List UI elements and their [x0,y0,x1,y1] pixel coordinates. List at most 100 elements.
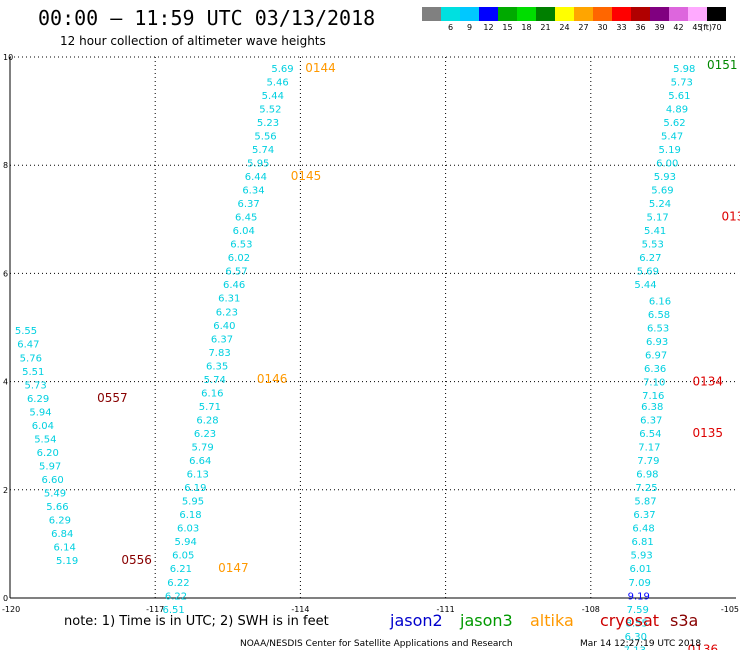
wave-height-value: 5.74 [252,145,274,156]
wave-height-value: 6.37 [211,334,233,345]
wave-height-value: 6.03 [177,524,199,535]
wave-height-value: 5.44 [262,91,284,102]
y-tick-label: 10 [3,53,13,62]
pass-time-label: 0144 [305,61,336,75]
mission-label-jason3: jason3 [459,611,513,630]
wave-height-value: 5.47 [661,131,683,142]
wave-height-value: 6.54 [639,429,661,440]
wave-height-value: 6.14 [54,543,76,554]
colorbar-tick-label: 39 [654,23,664,32]
wave-height-value: 6.19 [184,483,206,494]
colorbar-legend: 6 9 12 15 18 21 24 27 30 33 36 39 42 45 70 [422,7,726,32]
y-tick-label: 6 [3,269,8,278]
x-tick-label: -120 [2,605,20,614]
wave-height-value: 5.23 [257,118,279,129]
wave-height-value: 5.93 [654,172,676,183]
colorbar-tick-label: 33 [616,23,626,32]
footer-timestamp: Mar 14 12:27:19 UTC 2018 [580,639,701,649]
wave-height-value: 5.19 [56,556,78,567]
wave-height-value: 5.44 [634,280,656,291]
wave-height-value: 6.22 [165,591,187,602]
colorbar-swatch [479,7,498,21]
y-tick-label: 2 [3,486,8,495]
wave-height-value: 6.60 [41,475,63,486]
mission-label-altika: altika [530,611,574,630]
wave-height-value: 5.17 [646,213,668,224]
wave-height-value: 6.38 [641,402,663,413]
wave-height-value: 9.19 [628,591,650,602]
wave-height-value: 5.93 [630,551,652,562]
y-tick-label: 8 [3,161,8,170]
wave-height-values: 5.69 5.46 5.44 5.52 5.23 5.56 5.74 5.95 6.44 6.34… [15,64,696,650]
axis-ticks: -120 -117 -114 -111 -108 -105 0 2 4 6 8 10 [2,53,739,614]
wave-height-value: 6.37 [237,199,259,210]
pass-time-labels: 0144 0145 0146 0147 0557 0556 0134 0134 0135 0136… [97,58,740,650]
wave-height-value: 5.53 [642,240,664,251]
colorbar-swatch [669,7,688,21]
wave-height-value: 6.58 [648,310,670,321]
wave-height-value: 5.24 [649,199,671,210]
wave-height-value: 5.52 [259,104,281,115]
x-tick-label: -111 [437,605,455,614]
mission-label-jason2: jason2 [389,611,443,630]
wave-height-value: 5.69 [271,64,293,75]
wave-height-value: 6.84 [51,529,73,540]
wave-height-value: 5.79 [192,443,214,454]
colorbar-swatch [650,7,669,21]
y-tick-label: 4 [3,378,8,387]
wave-height-value: 6.37 [633,510,655,521]
colorbar-swatch [441,7,460,21]
wave-height-value: 6.01 [630,564,652,575]
colorbar-tick-label: 6 [448,23,453,32]
pass-time-label: 0557 [97,391,128,405]
wave-height-value: 5.97 [39,461,61,472]
wave-height-value: 6.97 [645,351,667,362]
colorbar-swatch [517,7,536,21]
pass-time-label: 0146 [257,372,288,386]
footer-credit: NOAA/NESDIS Center for Satellite Applica… [240,639,513,649]
wave-height-value: 6.51 [162,605,184,616]
colorbar-swatch [593,7,612,21]
colorbar-tick-label: 15 [502,23,512,32]
wave-height-value: 5.94 [175,537,197,548]
wave-height-value: 7.83 [208,348,230,359]
wave-height-value: 6.00 [656,158,678,169]
wave-height-value: 5.66 [46,502,68,513]
wave-height-value: 5.98 [673,64,695,75]
wave-height-value: 6.34 [242,186,264,197]
x-tick-label: -108 [582,605,600,614]
wave-height-value: 5.87 [634,497,656,508]
x-tick-label: -114 [291,605,309,614]
wave-height-value: 6.81 [631,537,653,548]
colorbar-tick-label: 45 [692,23,702,32]
wave-height-value: 7.09 [629,578,651,589]
colorbar-tick-label: 30 [597,23,607,32]
wave-height-value: 7.13 [624,645,646,650]
wave-height-value: 5.74 [204,375,226,386]
pass-time-label: 0556 [121,553,152,567]
wave-height-value: 6.29 [27,394,49,405]
pass-time-label: 0136 [688,642,719,650]
colorbar-swatch [536,7,555,21]
colorbar-tick-label: 27 [578,23,588,32]
wave-height-value: 7.17 [638,443,660,454]
wave-height-value: 6.46 [223,280,245,291]
wave-height-value: 6.57 [225,267,247,278]
wave-height-value: 7.79 [637,456,659,467]
wave-height-value: 6.02 [228,253,250,264]
wave-height-value: 6.53 [230,240,252,251]
wave-height-value: 6.16 [201,388,223,399]
mission-label-s3a: s3a [670,611,698,630]
wave-height-value: 5.73 [671,77,693,88]
colorbar-unit: (ft) [700,23,712,32]
wave-height-value: 6.20 [37,448,59,459]
colorbar-swatch [498,7,517,21]
wave-height-value: 6.48 [632,524,654,535]
wave-height-value: 7.16 [642,391,664,402]
chart-subtitle: 12 hour collection of altimeter wave hei… [60,34,326,48]
wave-height-value: 5.61 [668,91,690,102]
mission-label-cryosat: cryosat [600,611,659,630]
colorbar-swatch [460,7,479,21]
wave-height-value: 6.04 [32,421,54,432]
wave-height-value: 6.18 [179,510,201,521]
